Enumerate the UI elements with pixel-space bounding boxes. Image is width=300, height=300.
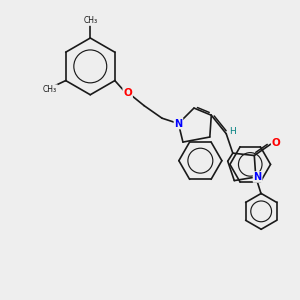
Text: N: N bbox=[174, 118, 182, 129]
Text: N: N bbox=[254, 172, 262, 182]
Text: H: H bbox=[230, 127, 236, 136]
Text: O: O bbox=[123, 88, 132, 98]
Text: O: O bbox=[272, 138, 280, 148]
Text: CH₃: CH₃ bbox=[83, 16, 97, 25]
Text: CH₃: CH₃ bbox=[43, 85, 57, 94]
